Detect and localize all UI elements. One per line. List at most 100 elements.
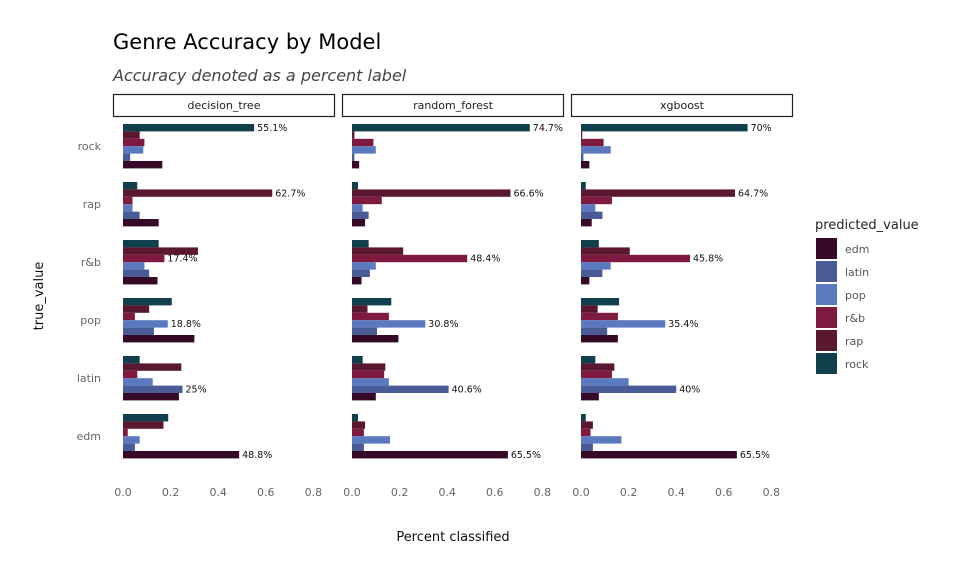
bar-rap-pop bbox=[123, 204, 133, 212]
facet-strip bbox=[570, 93, 794, 118]
bar-rnb-rnb bbox=[581, 254, 691, 263]
bar-rnb-pop bbox=[123, 262, 145, 270]
bar-latin-rnb bbox=[352, 370, 385, 379]
bar-pop-rock bbox=[123, 298, 172, 306]
bar-rnb-latin bbox=[123, 269, 150, 277]
facet-strip bbox=[112, 93, 336, 118]
bar-rnb-edm bbox=[352, 277, 362, 285]
data-label-pop: 35.4% bbox=[668, 319, 698, 330]
bar-latin-rock bbox=[123, 356, 140, 364]
bar-rock-latin bbox=[581, 153, 584, 161]
bar-edm-rock bbox=[581, 414, 586, 422]
bar-pop-edm bbox=[581, 335, 618, 343]
bar-edm-edm bbox=[352, 451, 508, 459]
bar-pop-pop bbox=[352, 320, 426, 328]
bar-rnb-latin bbox=[352, 269, 370, 277]
bar-pop-rnb bbox=[352, 312, 389, 321]
bar-rap-rock bbox=[581, 182, 586, 190]
bar-rock-rnb bbox=[352, 138, 374, 147]
bar-latin-edm bbox=[581, 393, 599, 401]
data-label-pop: 30.8% bbox=[428, 319, 458, 330]
x-tick-label: 0.0 bbox=[343, 486, 361, 499]
bar-edm-rap bbox=[123, 421, 164, 429]
bar-latin-rnb bbox=[123, 370, 138, 379]
panel-random-forest: random_forest 74.7% 66.6% 48.4% 30.8% 40.6% 65… bbox=[341, 93, 565, 499]
bar-rnb-pop bbox=[352, 262, 376, 270]
bar-rnb-rock bbox=[123, 240, 159, 248]
bar-pop-rap bbox=[581, 305, 598, 313]
x-tick-label: 0.8 bbox=[534, 486, 552, 499]
bar-rap-rnb bbox=[581, 196, 612, 205]
data-label-latin: 40.6% bbox=[452, 385, 482, 396]
panel-xgboost: xgboost 70% 64.7% 45.8% 35.4% 40% 65.5% 0.0 0.2 0… bbox=[570, 93, 794, 499]
bar-rnb-edm bbox=[581, 277, 590, 285]
bar-pop-rnb bbox=[581, 312, 618, 321]
x-tick-label: 0.6 bbox=[486, 486, 504, 499]
x-tick-label: 0.4 bbox=[438, 486, 456, 499]
y-tick-rnb: r&b bbox=[81, 256, 101, 269]
data-label-rock: 70% bbox=[751, 123, 772, 134]
bar-rock-rock bbox=[581, 124, 748, 132]
data-label-pop: 18.8% bbox=[171, 319, 201, 330]
bar-rock-edm bbox=[123, 161, 163, 169]
bar-edm-latin bbox=[581, 443, 593, 451]
data-label-rnb: 48.4% bbox=[470, 254, 500, 265]
bar-rap-edm bbox=[123, 219, 159, 227]
bar-edm-pop bbox=[123, 436, 140, 444]
bar-pop-pop bbox=[581, 320, 666, 328]
bar-latin-pop bbox=[581, 378, 629, 386]
bar-latin-latin bbox=[352, 385, 449, 393]
facet-strip bbox=[341, 93, 565, 118]
bar-rap-rap bbox=[352, 189, 511, 197]
data-label-rap: 64.7% bbox=[738, 188, 768, 199]
x-tick-label: 0.4 bbox=[667, 486, 685, 499]
bar-edm-rnb bbox=[123, 428, 128, 437]
bar-rock-rap bbox=[352, 131, 355, 139]
data-label-edm: 65.5% bbox=[511, 450, 541, 461]
bar-latin-rock bbox=[581, 356, 596, 364]
x-tick-label: 0.2 bbox=[620, 486, 638, 499]
bar-rock-rnb bbox=[123, 138, 145, 147]
bar-rap-latin bbox=[123, 211, 140, 219]
bar-edm-rap bbox=[352, 421, 366, 429]
bar-rap-latin bbox=[581, 211, 603, 219]
data-label-rap: 62.7% bbox=[275, 188, 305, 199]
data-label-rnb: 17.4% bbox=[167, 254, 197, 265]
bar-latin-pop bbox=[352, 378, 389, 386]
data-label-edm: 65.5% bbox=[740, 450, 770, 461]
legend-label-rap: rap bbox=[845, 335, 863, 348]
x-tick-label: 0.2 bbox=[162, 486, 180, 499]
bar-pop-edm bbox=[352, 335, 399, 343]
y-tick-pop: pop bbox=[80, 314, 101, 327]
bar-rnb-edm bbox=[123, 277, 158, 285]
bar-edm-pop bbox=[581, 436, 622, 444]
bar-pop-rock bbox=[352, 298, 392, 306]
bar-rnb-pop bbox=[581, 262, 611, 270]
bar-rock-pop bbox=[352, 146, 376, 154]
x-tick-label: 0.8 bbox=[305, 486, 323, 499]
legend-swatch-edm bbox=[816, 238, 837, 259]
legend-swatch-pop bbox=[816, 284, 837, 305]
bar-latin-latin bbox=[123, 385, 183, 393]
y-tick-rap: rap bbox=[83, 198, 101, 211]
bar-rock-latin bbox=[123, 153, 131, 161]
bar-pop-latin bbox=[581, 327, 608, 335]
data-label-latin: 25% bbox=[186, 385, 207, 396]
x-tick-label: 0.0 bbox=[114, 486, 132, 499]
bar-rock-edm bbox=[581, 161, 590, 169]
x-tick-label: 0.4 bbox=[209, 486, 227, 499]
bar-edm-rock bbox=[123, 414, 169, 422]
bar-rap-edm bbox=[581, 219, 592, 227]
bar-rap-rap bbox=[123, 189, 273, 197]
bar-pop-rock bbox=[581, 298, 620, 306]
y-tick-edm: edm bbox=[77, 430, 101, 443]
legend-label-latin: latin bbox=[845, 266, 869, 279]
bar-rock-pop bbox=[123, 146, 144, 154]
legend-label-pop: pop bbox=[845, 289, 866, 302]
legend-label-edm: edm bbox=[845, 243, 869, 256]
bar-rock-pop bbox=[581, 146, 611, 154]
legend-swatch-rock bbox=[816, 353, 837, 374]
bar-edm-latin bbox=[123, 443, 135, 451]
data-label-latin: 40% bbox=[679, 385, 700, 396]
bar-rock-rap bbox=[123, 131, 140, 139]
